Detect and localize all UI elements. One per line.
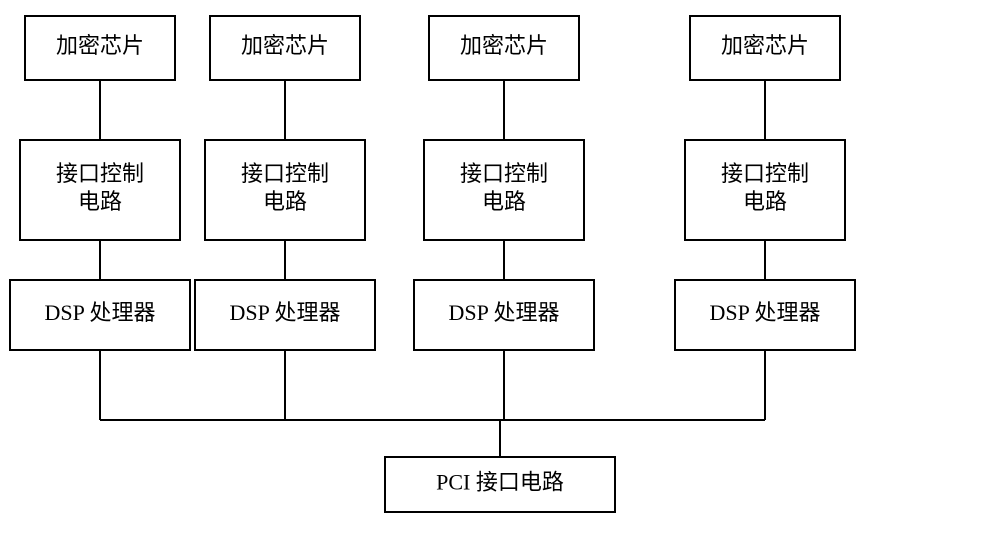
iface-label2-2: 电路: [482, 189, 526, 214]
iface-label1-0: 接口控制: [56, 161, 144, 186]
dsp-label-2: DSP 处理器: [448, 300, 559, 325]
iface-label2-0: 电路: [78, 189, 122, 214]
dsp-label-1: DSP 处理器: [229, 300, 340, 325]
iface-label1-1: 接口控制: [241, 161, 329, 186]
chip-label-2: 加密芯片: [460, 33, 548, 58]
iface-label2-1: 电路: [263, 189, 307, 214]
iface-label1-3: 接口控制: [721, 161, 809, 186]
dsp-label-3: DSP 处理器: [709, 300, 820, 325]
iface-label1-2: 接口控制: [460, 161, 548, 186]
chip-label-1: 加密芯片: [241, 33, 329, 58]
iface-label2-3: 电路: [743, 189, 787, 214]
chip-label-3: 加密芯片: [721, 33, 809, 58]
pci-label: PCI 接口电路: [436, 470, 564, 495]
dsp-label-0: DSP 处理器: [44, 300, 155, 325]
chip-label-0: 加密芯片: [56, 33, 144, 58]
